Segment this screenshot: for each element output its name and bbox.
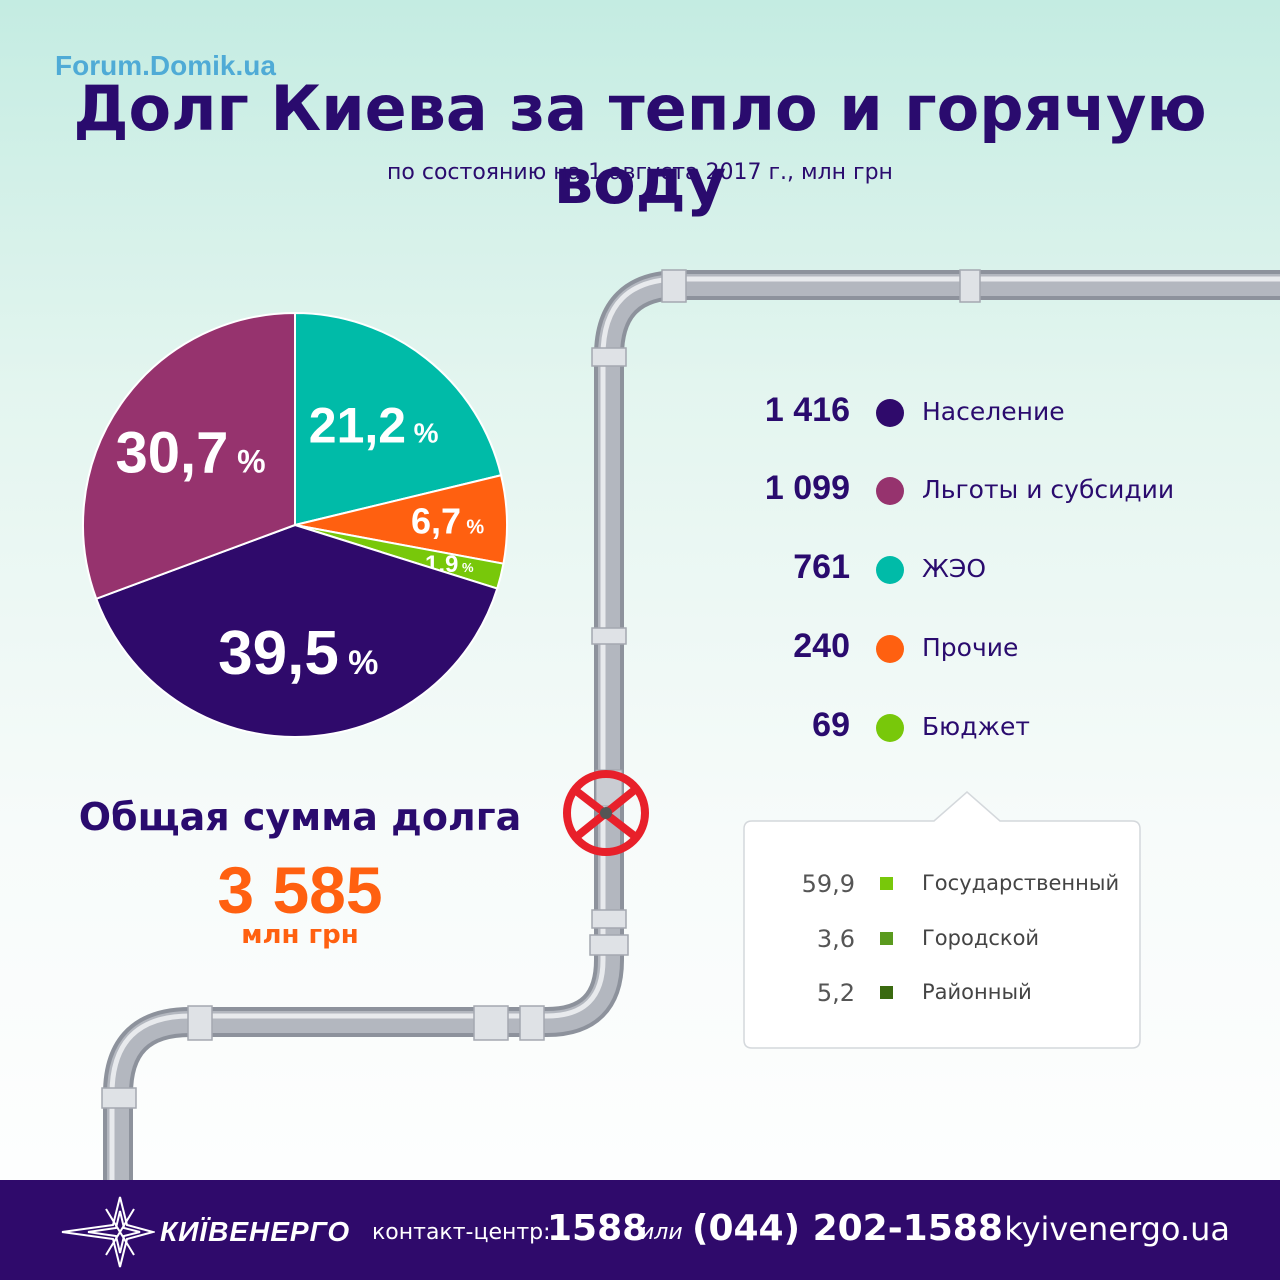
budget-callout-box: [743, 791, 1141, 1049]
pipe-joint: [591, 347, 627, 367]
legend-dot-icon: [876, 714, 904, 742]
total-value: 3 585: [217, 853, 383, 927]
pipe-joint: [187, 1005, 213, 1041]
legend-value: 69: [812, 706, 850, 744]
contact-or-text: или: [640, 1220, 683, 1245]
pie-chart: 21,2 %6,7 %1,9 %39,5 %30,7%: [82, 311, 508, 738]
legend-dot-icon: [876, 556, 904, 584]
contact-short-number[interactable]: 1588: [547, 1208, 648, 1249]
pipe-joint: [473, 1005, 509, 1041]
legend-value: 1 099: [764, 469, 850, 507]
pipe-joint: [959, 269, 981, 303]
footer-bar: [0, 1180, 1280, 1280]
contact-center-label: контакт-центр:: [372, 1220, 551, 1245]
budget-breakdown-label: Государственный: [922, 871, 1120, 895]
pie-slice-2: [294, 311, 503, 527]
budget-square-icon: [880, 877, 893, 890]
valve-icon: [563, 769, 649, 856]
pipe-joint: [101, 1087, 137, 1109]
watermark: Forum.Domik.ua: [55, 50, 276, 81]
legend-value: 240: [793, 627, 850, 665]
kyivenergo-star-icon: [61, 1196, 155, 1268]
budget-breakdown-value: 3,6: [816, 925, 855, 953]
budget-square-icon: [880, 986, 893, 999]
legend-dot-icon: [876, 477, 904, 505]
legend-label: Льготы и субсидии: [922, 475, 1175, 504]
total-unit: млн грн: [241, 920, 359, 950]
legend-dot-icon: [876, 399, 904, 427]
page-subtitle: по состоянию на 1 августа 2017 г., млн г…: [387, 160, 893, 185]
budget-breakdown-value: 59,9: [801, 870, 855, 898]
total-label: Общая сумма долга: [78, 795, 522, 839]
budget-breakdown-label: Городской: [922, 926, 1040, 950]
legend-value: 1 416: [764, 391, 850, 429]
website-link[interactable]: kyivenergo.ua: [1004, 1210, 1230, 1248]
budget-square-icon: [880, 932, 893, 945]
contact-full-number[interactable]: (044) 202-1588: [692, 1208, 1003, 1249]
legend-label: Прочие: [922, 633, 1019, 662]
legend-label: Бюджет: [922, 712, 1030, 741]
pipe-joint: [591, 909, 627, 929]
budget-breakdown-label: Районный: [922, 980, 1032, 1004]
pipe-joint: [589, 934, 629, 956]
budget-breakdown-value: 5,2: [816, 979, 855, 1007]
pipe-joint: [661, 269, 687, 303]
pipe-joint: [519, 1005, 545, 1041]
legend-value: 761: [793, 548, 850, 586]
pie-slice-1: [82, 311, 296, 601]
legend-label: ЖЭО: [922, 554, 987, 583]
legend-dot-icon: [876, 635, 904, 663]
pipe-joint: [591, 627, 627, 645]
pie-slice-0: [94, 523, 499, 738]
brand-name: КИЇВЕНЕРГО: [160, 1216, 351, 1247]
legend-label: Население: [922, 397, 1065, 426]
page-title: Долг Киева за тепло и горячую воду: [73, 72, 1207, 218]
